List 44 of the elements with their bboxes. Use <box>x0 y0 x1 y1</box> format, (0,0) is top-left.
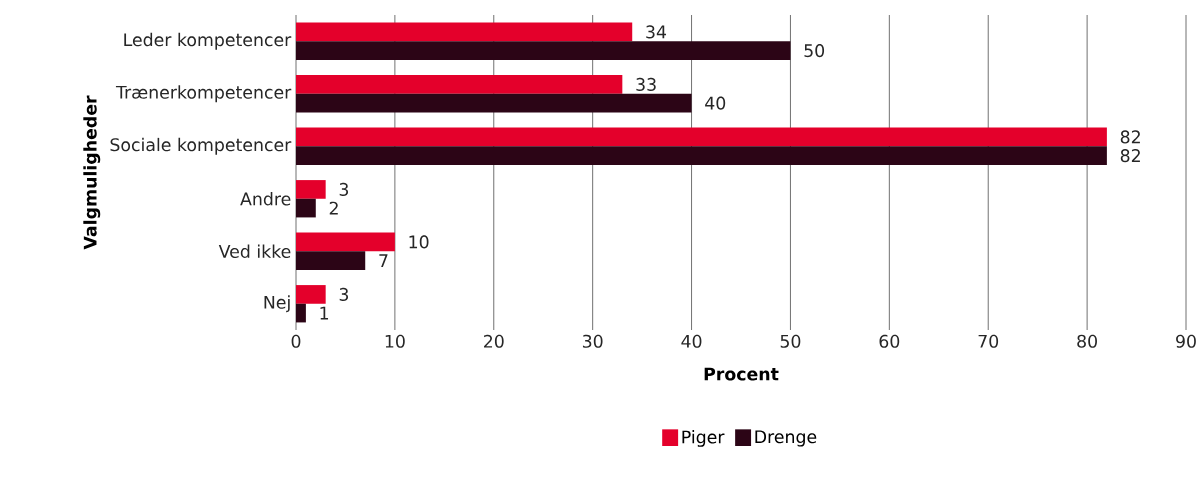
y-tick-label: Sociale kompetencer <box>110 137 292 155</box>
y-tick-label: Nej <box>264 295 290 313</box>
data-label: 82 <box>1120 130 1140 144</box>
y-axis-title: Valgmuligheder <box>83 95 101 250</box>
x-axis-title: Procent <box>704 367 779 381</box>
bar <box>296 285 326 304</box>
x-tick-label: 50 <box>780 334 801 348</box>
data-label: 40 <box>705 96 726 110</box>
data-label: 50 <box>804 44 825 58</box>
x-tick-label: 10 <box>385 334 405 348</box>
data-label: 3 <box>339 182 349 196</box>
data-label: 34 <box>646 25 667 39</box>
data-label: 33 <box>636 77 656 91</box>
y-tick-label: Andre <box>240 192 291 206</box>
bar <box>296 251 366 270</box>
x-tick-label: 90 <box>1176 334 1196 348</box>
data-label: 2 <box>329 201 338 215</box>
bar <box>296 180 326 199</box>
bar <box>296 75 623 94</box>
bar <box>296 93 692 113</box>
x-tick-label: 70 <box>978 334 999 348</box>
data-label: 82 <box>1120 149 1140 163</box>
data-label: 7 <box>379 254 388 267</box>
bar <box>296 303 306 323</box>
bar <box>296 232 395 252</box>
x-tick-label: 30 <box>582 334 603 348</box>
x-tick-label: 60 <box>879 334 900 348</box>
legend-label: Piger <box>682 430 725 447</box>
y-tick-label: Ved ikke <box>218 244 291 258</box>
bar <box>296 198 316 218</box>
bar <box>296 127 1107 147</box>
bar <box>296 22 633 42</box>
data-label: 10 <box>409 235 429 249</box>
legend-label: Drenge <box>755 430 817 447</box>
data-label: 3 <box>339 287 349 301</box>
x-tick-label: 20 <box>484 334 504 348</box>
bar <box>296 41 791 60</box>
data-label: 1 <box>320 306 329 320</box>
y-tick-label: Trænerkompetencer <box>115 85 292 103</box>
x-tick-label: 0 <box>291 334 301 348</box>
x-tick-label: 80 <box>1077 334 1097 348</box>
x-tick-label: 40 <box>681 334 702 348</box>
y-tick-label: Leder kompetencer <box>124 32 292 50</box>
bar <box>296 146 1107 165</box>
